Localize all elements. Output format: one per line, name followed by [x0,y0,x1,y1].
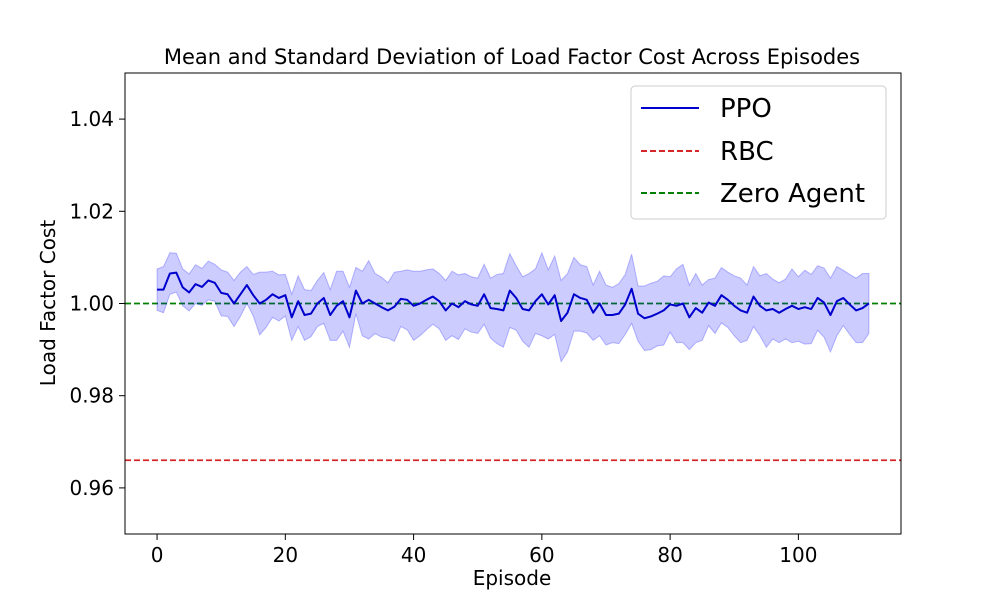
mean-line-layer [157,271,870,323]
y-tick-label: 0.96 [69,476,114,500]
y-tick-label: 0.98 [69,384,114,408]
ppo-mean-line [157,271,870,323]
legend: PPO RBC Zero Agent [630,85,887,220]
std-band-layer [156,251,870,363]
x-tick-label: 60 [529,543,554,567]
legend-label-zero-agent: Zero Agent [720,179,865,209]
chart-title: Mean and Standard Deviation of Load Fact… [164,45,860,69]
x-axis-label: Episode [473,566,552,590]
x-tick-label: 0 [151,543,164,567]
y-tick-label: 1.00 [69,292,114,316]
plot-area [124,72,902,535]
ppo-std-band [156,251,870,363]
reference-lines [125,302,901,462]
x-tick-label: 40 [401,543,426,567]
y-tick-label: 1.02 [69,199,114,223]
x-axis: 0 20 40 60 80 100 [151,534,817,567]
x-tick-label: 100 [779,543,817,567]
x-tick-label: 20 [273,543,298,567]
x-tick-label: 80 [657,543,682,567]
legend-label-rbc: RBC [720,137,774,167]
y-tick-label: 1.04 [69,107,114,131]
legend-label-ppo: PPO [720,94,772,124]
y-axis-label: Load Factor Cost [36,220,60,387]
y-axis: 0.96 0.98 1.00 1.02 1.04 [69,107,125,500]
legend-box [630,85,887,220]
